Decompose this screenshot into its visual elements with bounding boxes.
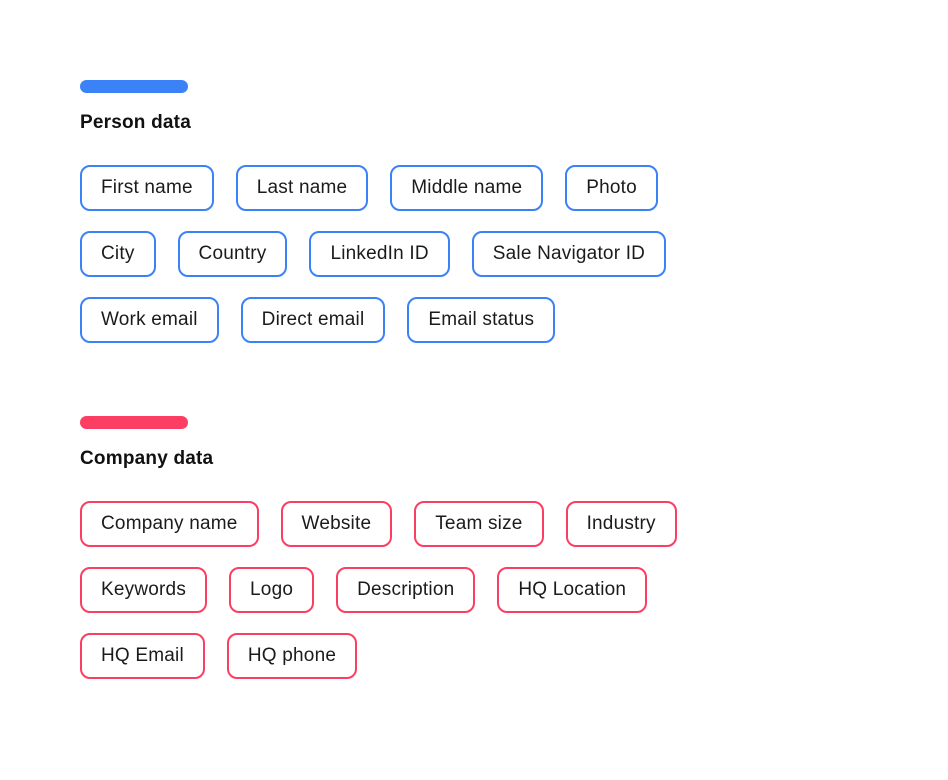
chip-industry[interactable]: Industry bbox=[565, 501, 677, 547]
chip-email-status[interactable]: Email status bbox=[407, 297, 556, 343]
chip-hq-location[interactable]: HQ Location bbox=[497, 567, 648, 613]
chip-row: Company name Website Team size Industry bbox=[80, 501, 948, 547]
chip-row: HQ Email HQ phone bbox=[80, 633, 948, 679]
chip-row: Work email Direct email Email status bbox=[80, 297, 948, 343]
chip-row: First name Last name Middle name Photo bbox=[80, 165, 948, 211]
chip-row: City Country LinkedIn ID Sale Navigator … bbox=[80, 231, 948, 277]
chip-middle-name[interactable]: Middle name bbox=[390, 165, 544, 211]
chip-linkedin-id[interactable]: LinkedIn ID bbox=[309, 231, 450, 277]
chip-direct-email[interactable]: Direct email bbox=[240, 297, 386, 343]
chip-hq-email[interactable]: HQ Email bbox=[80, 633, 205, 679]
chip-country[interactable]: Country bbox=[177, 231, 288, 277]
person-accent-bar bbox=[80, 80, 188, 93]
person-chip-rows: First name Last name Middle name Photo C… bbox=[80, 165, 948, 343]
section-title-person: Person data bbox=[80, 112, 191, 133]
company-data-section: Company data Company name Website Team s… bbox=[80, 416, 948, 679]
chip-keywords[interactable]: Keywords bbox=[80, 567, 208, 613]
company-chip-rows: Company name Website Team size Industry … bbox=[80, 501, 948, 679]
chip-row: Keywords Logo Description HQ Location bbox=[80, 567, 948, 613]
chip-first-name[interactable]: First name bbox=[80, 165, 214, 211]
chip-logo[interactable]: Logo bbox=[229, 567, 315, 613]
chip-hq-phone[interactable]: HQ phone bbox=[226, 633, 358, 679]
chip-team-size[interactable]: Team size bbox=[414, 501, 544, 547]
field-picker-page: Person data First name Last name Middle … bbox=[80, 80, 948, 679]
chip-sale-navigator-id[interactable]: Sale Navigator ID bbox=[471, 231, 667, 277]
chip-city[interactable]: City bbox=[80, 231, 156, 277]
company-accent-bar bbox=[80, 416, 188, 429]
section-title-company: Company data bbox=[80, 448, 214, 469]
person-data-section: Person data First name Last name Middle … bbox=[80, 80, 948, 343]
chip-work-email[interactable]: Work email bbox=[80, 297, 219, 343]
chip-description[interactable]: Description bbox=[336, 567, 476, 613]
chip-last-name[interactable]: Last name bbox=[235, 165, 369, 211]
chip-website[interactable]: Website bbox=[280, 501, 393, 547]
chip-photo[interactable]: Photo bbox=[565, 165, 658, 211]
chip-company-name[interactable]: Company name bbox=[80, 501, 259, 547]
